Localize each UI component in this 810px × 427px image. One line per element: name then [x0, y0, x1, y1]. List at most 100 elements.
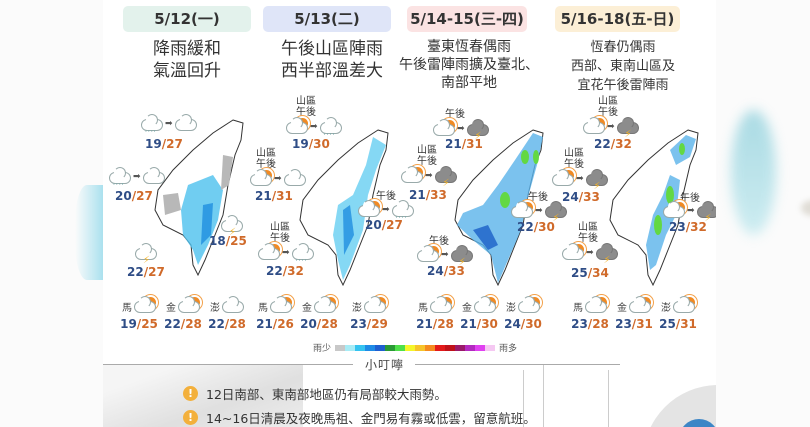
island-name: 金: [302, 302, 312, 314]
tip-text: 14~16日清晨及夜晚馬祖、金門易有霧或低雲，留意航班。: [206, 411, 536, 426]
outer-island-penghu: 澎 25/31: [656, 296, 700, 331]
left-blurred-margin: [0, 0, 105, 427]
temperature-range: 19/27: [145, 137, 183, 151]
thunderstorm-icon: ⚡: [544, 201, 567, 224]
legend-color-swatch: [385, 344, 396, 351]
arrow-right-icon: ➡: [382, 205, 390, 215]
partly-sunny-icon: [358, 200, 380, 219]
outer-island-matsu: 馬 21/26: [253, 296, 297, 331]
weather-icon-pair: ➡: [250, 169, 306, 188]
rainfall-legend: 雨少 雨多: [313, 341, 517, 354]
warning-icon: !: [183, 410, 198, 425]
outer-island-penghu: 澎 22/28: [205, 296, 249, 331]
divider-left: [103, 364, 353, 365]
rainfall-color-scale: [335, 344, 496, 351]
rain-cloud-icon: '''': [391, 200, 414, 223]
background-globe-decoration: [643, 385, 716, 427]
rain-streak: [608, 370, 609, 427]
forecast-panel-4: 5/16-18(五-日) 恆春仍偶雨 西部、東南山區及 宜花午後雷陣雨 山區 午後…: [552, 0, 716, 345]
tip-item: ! 12日南部、東南部地區仍有局部較大雨勢。: [183, 384, 447, 403]
headline-line: 宜花午後雷陣雨: [577, 78, 669, 93]
arrow-right-icon: ➡: [282, 248, 290, 258]
tip-text: 12日南部、東南部地區仍有局部較大雨勢。: [206, 387, 447, 402]
partly-sunny-icon: [178, 296, 200, 315]
rain-cloud-icon: '''': [319, 117, 342, 140]
forecast-panel-3: 5/14-15(三-四) 臺東恆春偶雨 午後雷陣雨擴及臺北、 南部平地 午後 ➡…: [399, 0, 567, 345]
date-badge: 5/16-18(五-日): [555, 6, 680, 32]
legend-color-swatch: [455, 344, 466, 351]
legend-color-swatch: [375, 344, 386, 351]
temperature-range: 22/32: [594, 137, 632, 151]
weather-icon-pair: ➡ '''': [258, 243, 314, 266]
weather-forecast-graphic: 5/12(一) 降雨緩和 氣溫回升 '''' ➡ 19/27 '''' ➡ 20…: [103, 0, 716, 427]
outer-island-kinmen: 金 22/28: [161, 296, 205, 331]
partly-sunny-icon: [364, 296, 386, 315]
rain-streak: [543, 365, 544, 427]
rain-cloud-icon: '''': [141, 114, 163, 137]
outer-island-kinmen: 金 20/28: [297, 296, 341, 331]
headline-line: 西半部溫差大: [281, 61, 383, 81]
station-label: 山區 午後: [417, 145, 437, 167]
partly-sunny-icon: [286, 117, 308, 136]
station-label: 山區 午後: [256, 148, 276, 170]
legend-low-label: 雨少: [313, 344, 332, 354]
weather-icon-pair: ➡ ⚡: [562, 243, 618, 266]
headline-line: 西部、東南山區及: [570, 59, 675, 74]
forecast-panel-2: 5/13(二) 午後山區陣雨 西半部溫差大 山區 午後 ➡ '''' 19/30 …: [250, 0, 414, 345]
partly-sunny-icon: [258, 243, 280, 262]
weather-icon: ⚡: [135, 243, 157, 266]
blurred-map-fragment: [731, 110, 776, 235]
headline: 臺東恆春偶雨 午後雷陣雨擴及臺北、 南部平地: [381, 38, 557, 92]
partly-sunny-icon: [401, 166, 423, 185]
weather-icon-pair: ➡ ⚡: [511, 201, 567, 224]
partly-sunny-icon: [511, 201, 533, 220]
station-label: 午後: [429, 236, 449, 247]
rain-cloud-icon: '''': [291, 243, 314, 266]
temperature-range: 24/33: [427, 264, 465, 278]
outer-islands-row-4: 馬 23/28 金 23/31 澎 25/31: [568, 296, 700, 331]
weather-icon-pair: ➡ '''': [358, 200, 414, 223]
partly-sunny-icon: [417, 245, 439, 264]
partly-sunny-icon: [629, 296, 651, 315]
station-label: 山區 午後: [578, 222, 598, 244]
partly-sunny-icon: [518, 296, 540, 315]
legend-color-swatch: [405, 344, 416, 351]
outer-island-penghu: 澎 23/29: [341, 296, 397, 331]
island-name: 金: [617, 302, 627, 314]
thunderstorm-icon: ⚡: [616, 117, 639, 140]
arrow-right-icon: ➡: [457, 124, 465, 134]
partly-sunny-icon: [433, 119, 455, 138]
island-name: 馬: [258, 302, 268, 314]
partly-sunny-icon: [663, 201, 685, 220]
arrow-right-icon: ➡: [687, 206, 695, 216]
partly-sunny-icon: [552, 169, 574, 188]
headline-line: 氣溫回升: [153, 61, 221, 81]
outer-islands-row-3: 馬 21/28 金 21/30 澎 24/30: [413, 296, 545, 331]
legend-color-swatch: [445, 344, 456, 351]
thunderstorm-icon: ⚡: [595, 243, 618, 266]
arrow-right-icon: ➡: [425, 171, 433, 181]
temperature-range: 24/33: [562, 190, 600, 204]
outer-islands-row-2: 馬 21/26 金 20/28 澎 23/29: [253, 296, 397, 331]
right-blurred-margin: [716, 0, 810, 427]
outer-island-matsu: 馬 19/25: [117, 296, 161, 331]
cloud-icon: [174, 114, 197, 133]
globe-blue-patch: [679, 419, 716, 427]
headline-line: 午後雷陣雨擴及臺北、: [399, 57, 539, 73]
date-badge: 5/12(一): [123, 6, 251, 32]
outer-island-matsu: 馬 23/28: [568, 296, 612, 331]
partly-sunny-icon: [562, 243, 584, 262]
headline: 降雨緩和 氣溫回升: [103, 38, 271, 82]
arrow-right-icon: ➡: [441, 250, 449, 260]
headline-line: 恆春仍偶雨: [590, 40, 656, 55]
legend-color-swatch: [355, 344, 366, 351]
legend-color-swatch: [435, 344, 446, 351]
weather-icon-pair: '''' ➡: [141, 114, 197, 137]
temperature-range: 22/32: [266, 264, 304, 278]
island-name: 金: [462, 302, 472, 314]
temperature-range: 21/31: [255, 189, 293, 203]
partly-sunny-icon: [474, 296, 496, 315]
weather-icon-pair: ➡ ⚡: [433, 119, 489, 142]
legend-high-label: 雨多: [499, 344, 518, 354]
arrow-right-icon: ➡: [274, 174, 282, 184]
